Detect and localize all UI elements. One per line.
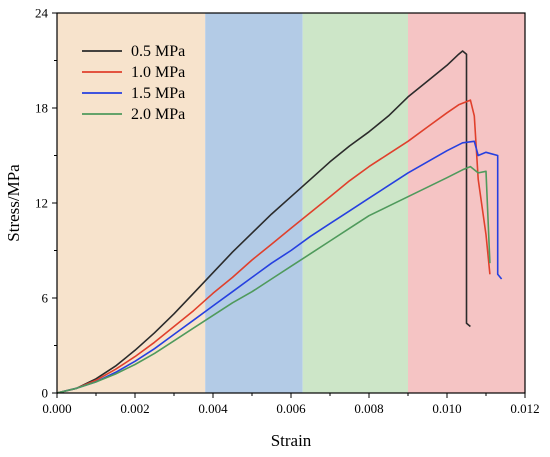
x-tick-label: 0.002 <box>120 401 149 416</box>
legend-label-2: 1.0 MPa <box>131 64 185 81</box>
series-line-2 <box>56 99 491 394</box>
x-tick-label: 0.008 <box>354 401 383 416</box>
y-axis: 0 6 12 18 24 <box>35 6 57 401</box>
y-tick-label: 6 <box>42 291 49 306</box>
series-lines <box>56 50 503 394</box>
background-band-2 <box>205 13 303 393</box>
x-tick-label: 0.000 <box>42 401 71 416</box>
series-line-3 <box>56 140 503 394</box>
x-tick-label: 0.004 <box>198 401 228 416</box>
x-tick-label: 0.006 <box>276 401 306 416</box>
y-axis-title: Stress/MPa <box>4 164 23 242</box>
background-band-3 <box>302 13 408 393</box>
y-tick-label: 12 <box>35 196 48 211</box>
background-bands <box>57 13 525 393</box>
series-line-1 <box>56 50 471 394</box>
y-tick-label: 0 <box>42 386 49 401</box>
legend-label-3: 1.5 MPa <box>131 85 185 102</box>
x-tick-label: 0.010 <box>432 401 461 416</box>
x-axis-title: Strain <box>271 431 312 450</box>
x-axis: 0.000 0.002 0.004 0.006 0.008 0.010 0.012 <box>42 393 540 416</box>
series-line-4 <box>56 165 491 394</box>
legend: 0.5 MPa 1.0 MPa 1.5 MPa 2.0 MPa <box>82 43 185 123</box>
legend-label-4: 2.0 MPa <box>131 106 185 123</box>
y-tick-label: 18 <box>35 101 48 116</box>
y-tick-label: 24 <box>35 6 49 21</box>
legend-label-1: 0.5 MPa <box>131 43 185 60</box>
x-tick-label: 0.012 <box>510 401 539 416</box>
